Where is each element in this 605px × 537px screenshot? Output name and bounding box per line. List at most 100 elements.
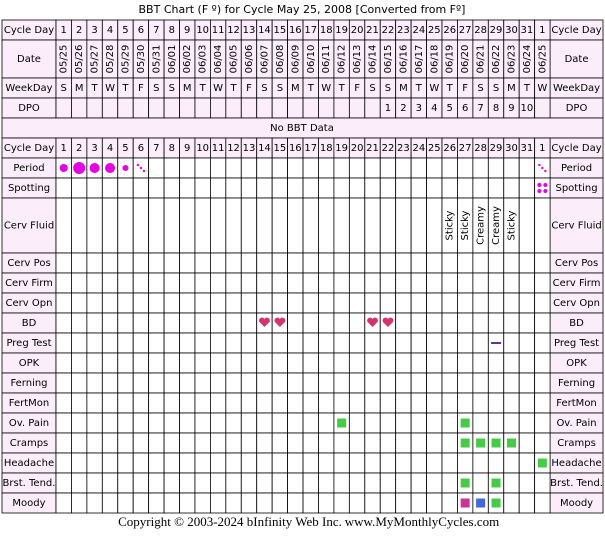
cell [410,332,427,354]
cell [194,312,211,334]
cell-text: 06/15 [383,45,394,74]
cell [410,432,427,454]
cell [179,412,196,434]
cell-text: 06/19 [445,45,456,74]
cell [503,252,520,274]
heart [259,317,270,327]
cell-text: 3 [91,25,97,36]
cell [55,272,72,294]
cell [271,392,289,414]
cell [194,292,211,314]
cell [179,452,196,474]
cell [318,272,335,294]
cell [163,197,180,254]
row-label: WeekDay [5,83,52,94]
cell [503,177,520,199]
cell [348,352,366,374]
cell [410,412,427,434]
cell [472,177,489,199]
cell-text: 3 [416,103,422,114]
cell [271,197,289,254]
cell [225,352,242,374]
cell [117,372,134,394]
cell [333,272,350,294]
cell [132,292,150,314]
cell [271,492,289,514]
row-label: Ferning [10,378,47,389]
cell [86,312,103,334]
cell [534,352,551,374]
cell [148,177,165,199]
cell [86,372,103,394]
cell-text: 24 [412,143,425,154]
cell [348,312,366,334]
cell [55,492,72,514]
cell [287,392,304,414]
cell [71,412,88,434]
cell-text: 9 [184,143,190,154]
cell-text: 19 [335,143,348,154]
cell [364,332,381,354]
cell [487,177,505,199]
row-label: Ferning [558,378,595,389]
cell-text: 14 [258,25,271,36]
cell [101,452,119,474]
cell [117,332,134,354]
cell [163,432,180,454]
cell [348,372,366,394]
cell-text: 18 [320,25,333,36]
cell [240,177,258,199]
row-label: Cycle Day [4,143,54,154]
cell [209,372,227,394]
cell [225,177,242,199]
cell [256,352,273,374]
cell [333,432,350,454]
symptom-mark [337,418,347,428]
cell [302,332,319,354]
cell [101,292,119,314]
cell [333,312,350,334]
bbt-note: No BBT Data [270,123,334,134]
cell [333,332,350,354]
cell [209,352,227,374]
cell-text: 12 [227,143,240,154]
cell [271,292,289,314]
cell [441,332,458,354]
cell [472,157,489,179]
cell [179,252,196,274]
symptom-mark [491,498,501,508]
cell-text: 28 [474,143,487,154]
period-light [136,163,140,167]
row-label: Cerv Firm [5,278,53,289]
row-label: Cerv Firm [553,278,601,289]
cell [457,157,474,179]
cell [287,157,304,179]
cell [225,312,242,334]
cell [179,272,196,294]
cell-text: 06/06 [244,45,255,74]
row-label: Headache [551,458,601,469]
cell [86,272,103,294]
cell [472,372,489,394]
cell-text: 06/01 [167,45,178,74]
cell [209,472,227,494]
cell [472,332,489,354]
cell [132,372,150,394]
cell [302,472,319,494]
cell [395,352,412,374]
cell [348,492,366,514]
cell [225,432,242,454]
cell [86,252,103,274]
cell [117,492,134,514]
cell [71,312,88,334]
website: www.MyMonthlyCycles.com [345,514,499,529]
row-label: DPO [18,103,40,114]
cell [163,157,180,179]
cell-text: F [246,83,252,94]
cell [256,392,273,414]
period-dot [73,162,86,174]
symptom-mark [476,498,486,508]
cell [240,432,258,454]
cell [333,492,350,514]
